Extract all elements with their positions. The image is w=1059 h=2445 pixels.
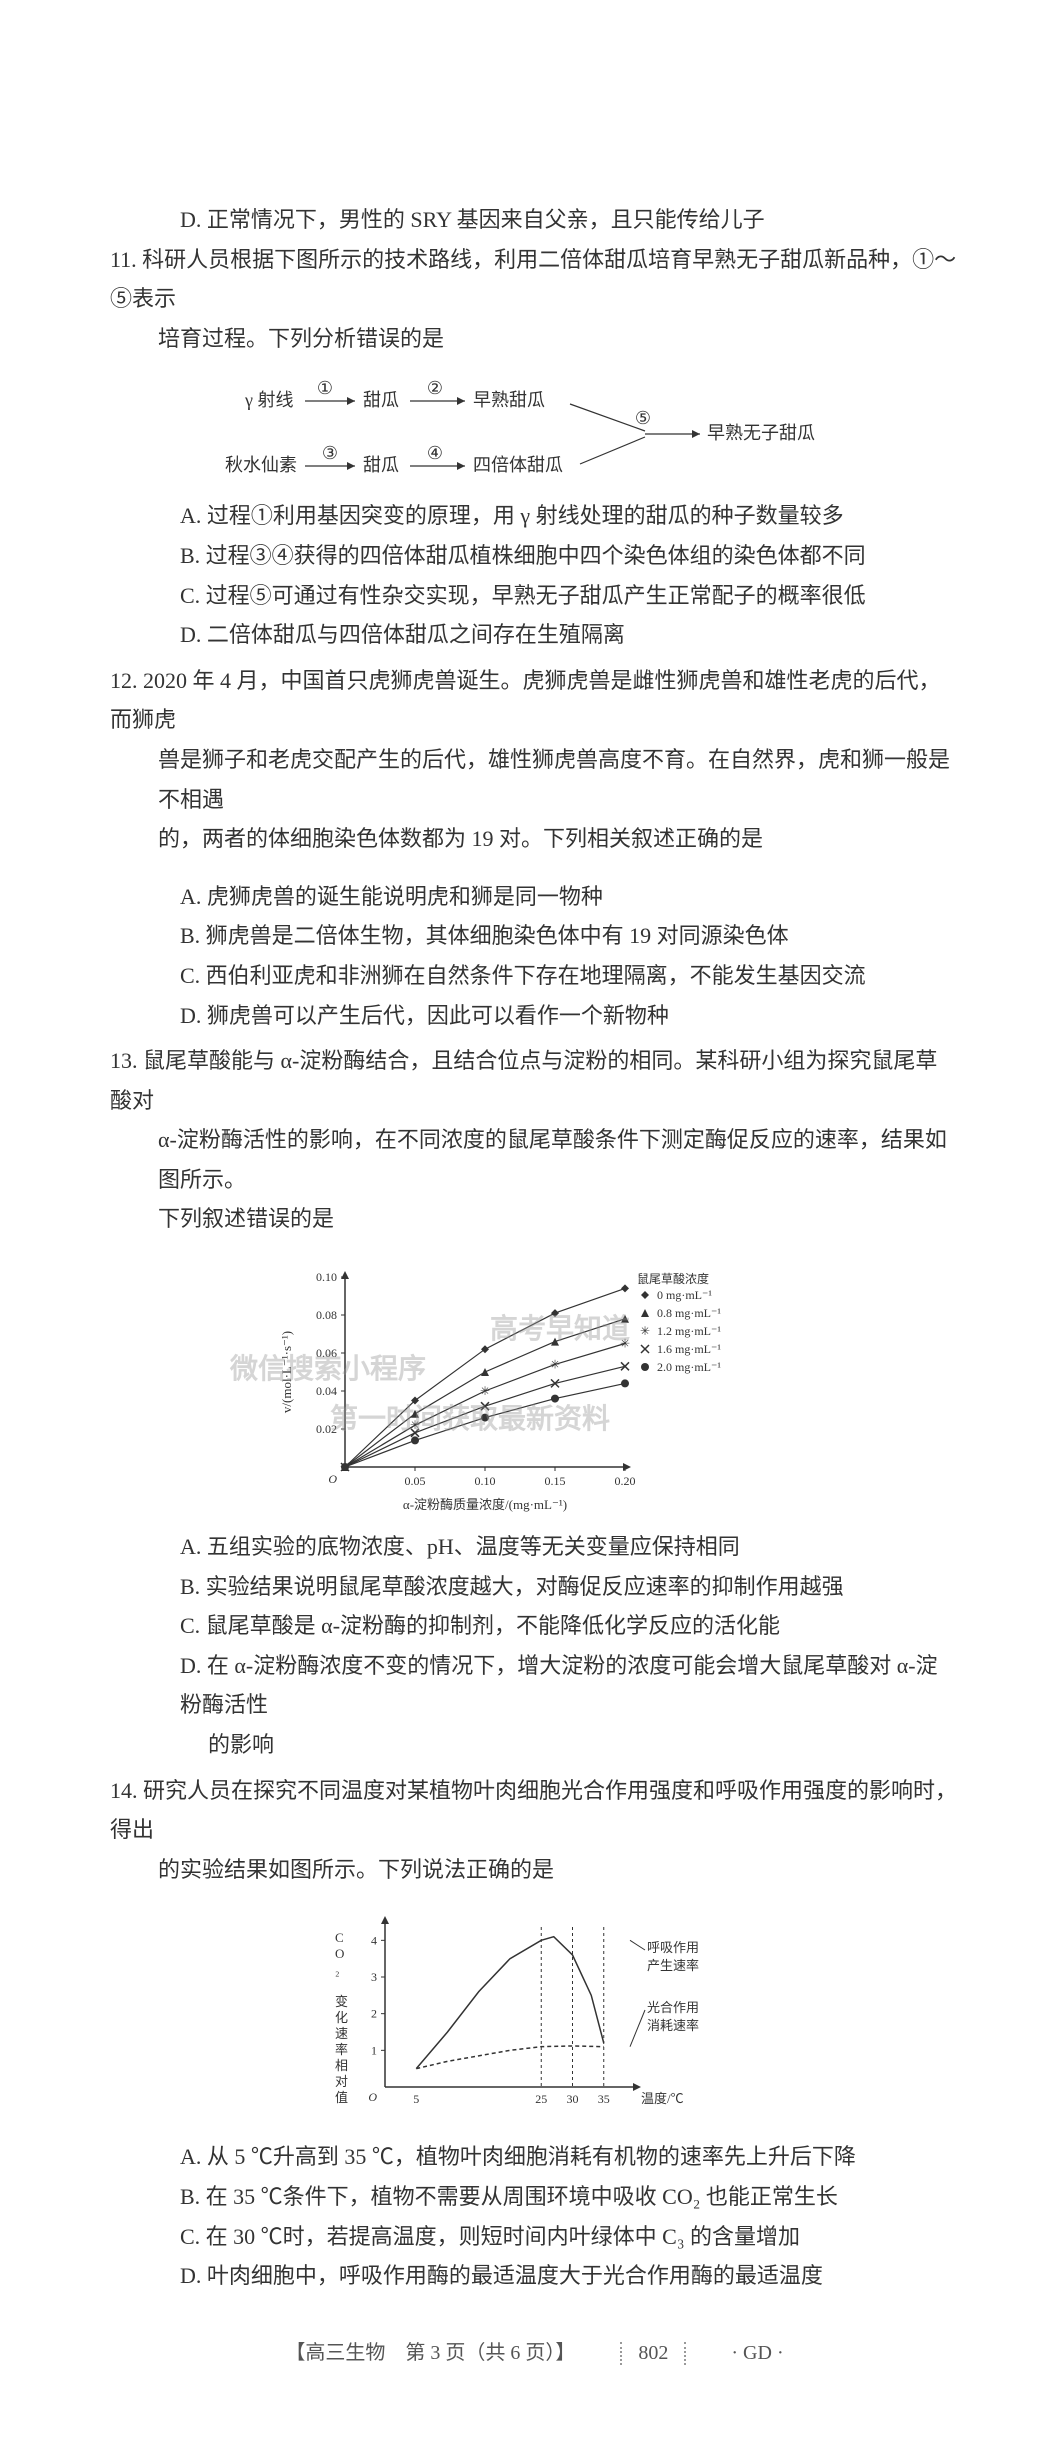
d-gamma: γ 射线 xyxy=(244,390,293,410)
svg-text:相: 相 xyxy=(335,2058,348,2073)
svg-text:鼠尾草酸浓度: 鼠尾草酸浓度 xyxy=(637,1271,709,1286)
svg-text:0.15: 0.15 xyxy=(544,1474,565,1488)
q12-stem3: 的，两者的体细胞染色体数都为 19 对。下列相关叙述正确的是 xyxy=(110,819,959,859)
q11-d: D. 二倍体甜瓜与四倍体甜瓜之间存在生殖隔离 xyxy=(110,615,959,655)
svg-text:值: 值 xyxy=(335,2090,348,2105)
d-result: 早熟无子甜瓜 xyxy=(707,423,815,443)
q14-d: D. 叶肉细胞中，呼吸作用酶的最适温度大于光合作用酶的最适温度 xyxy=(110,2256,959,2296)
svg-text:1.6 mg·mL⁻¹: 1.6 mg·mL⁻¹ xyxy=(657,1342,721,1356)
q13-stem1: 13. 鼠尾草酸能与 α-淀粉酶结合，且结合位点与淀粉的相同。某科研小组为探究鼠… xyxy=(110,1041,959,1120)
q14-b: B. 在 35 ℃条件下，植物不需要从周围环境中吸收 CO₂ 也能正常生长 xyxy=(110,2177,959,2217)
svg-text:产生速率: 产生速率 xyxy=(647,1958,699,1973)
svg-text:变: 变 xyxy=(335,1994,348,2009)
svg-text:₂: ₂ xyxy=(335,1962,340,1977)
q12-a: A. 虎狮虎兽的诞生能说明虎和狮是同一物种 xyxy=(110,877,959,917)
svg-text:✳: ✳ xyxy=(549,1357,559,1371)
svg-text:2.0 mg·mL⁻¹: 2.0 mg·mL⁻¹ xyxy=(657,1360,721,1374)
q13-a: A. 五组实验的底物浓度、pH、温度等无关变量应保持相同 xyxy=(110,1527,959,1567)
footer-exam: 【高三生物 第 3 页（共 6 页）】 xyxy=(285,2336,575,2365)
d-melon2: 甜瓜 xyxy=(363,455,399,475)
q12-stem2: 兽是狮子和老虎交配产生的后代，雄性狮虎兽高度不育。在自然界，虎和狮一般是不相遇 xyxy=(110,740,959,819)
page-footer: 【高三生物 第 3 页（共 6 页）】 802 · GD · xyxy=(110,2336,959,2365)
svg-text:4: 4 xyxy=(371,1934,377,1948)
svg-text:温度/℃: 温度/℃ xyxy=(641,2091,684,2106)
q11-c: C. 过程⑤可通过有性杂交实现，早熟无子甜瓜产生正常配子的概率很低 xyxy=(110,576,959,616)
svg-text:消耗速率: 消耗速率 xyxy=(647,2018,699,2033)
q11-stem1: 11. 科研人员根据下图所示的技术路线，利用二倍体甜瓜培育早熟无子甜瓜新品种，①… xyxy=(110,240,959,319)
q10-option-d: D. 正常情况下，男性的 SRY 基因来自父亲，且只能传给儿子 xyxy=(110,200,959,240)
q14-stem2: 的实验结果如图所示。下列说法正确的是 xyxy=(110,1850,959,1890)
svg-text:光合作用: 光合作用 xyxy=(647,2000,699,2015)
footer-code: 802 xyxy=(620,2342,686,2365)
svg-text:O: O xyxy=(335,1946,344,1961)
svg-text:0.02: 0.02 xyxy=(316,1422,337,1436)
svg-text:0.06: 0.06 xyxy=(316,1346,337,1360)
q11: 11. 科研人员根据下图所示的技术路线，利用二倍体甜瓜培育早熟无子甜瓜新品种，①… xyxy=(110,240,959,359)
svg-text:率: 率 xyxy=(335,2042,348,2057)
svg-text:2: 2 xyxy=(371,2007,377,2021)
q12-stem1: 12. 2020 年 4 月，中国首只虎狮虎兽诞生。虎狮虎兽是雌性狮虎兽和雄性老… xyxy=(110,661,959,740)
footer-right: · GD · xyxy=(731,2342,783,2365)
svg-text:✳: ✳ xyxy=(639,1324,649,1338)
svg-text:0.20: 0.20 xyxy=(614,1474,635,1488)
q12-c: C. 西伯利亚虎和非洲狮在自然条件下存在地理隔离，不能发生基因交流 xyxy=(110,956,959,996)
svg-text:0.04: 0.04 xyxy=(316,1384,337,1398)
d-c5: ⑤ xyxy=(634,408,650,428)
d-c1: ① xyxy=(316,378,332,398)
svg-text:3: 3 xyxy=(371,1970,377,1984)
d-c3: ③ xyxy=(321,443,337,463)
q13-d1: D. 在 α-淀粉酶浓度不变的情况下，增大淀粉的浓度可能会增大鼠尾草酸对 α-淀… xyxy=(110,1646,959,1725)
q12: 12. 2020 年 4 月，中国首只虎狮虎兽诞生。虎狮虎兽是雌性狮虎兽和雄性老… xyxy=(110,661,959,859)
d-c4: ④ xyxy=(426,443,442,463)
svg-text:呼吸作用: 呼吸作用 xyxy=(647,1940,699,1955)
q13-stem2: α-淀粉酶活性的影响，在不同浓度的鼠尾草酸条件下测定酶促反应的速率，结果如图所示… xyxy=(110,1120,959,1199)
svg-text:1.2 mg·mL⁻¹: 1.2 mg·mL⁻¹ xyxy=(657,1324,721,1338)
q13-b: B. 实验结果说明鼠尾草酸浓度越大，对酶促反应速率的抑制作用越强 xyxy=(110,1567,959,1607)
q13-c: C. 鼠尾草酸是 α-淀粉酶的抑制剂，不能降低化学反应的活化能 xyxy=(110,1606,959,1646)
svg-text:0.8 mg·mL⁻¹: 0.8 mg·mL⁻¹ xyxy=(657,1306,721,1320)
svg-text:O: O xyxy=(328,1472,337,1486)
svg-text:C: C xyxy=(335,1930,344,1945)
q13-d2: 的影响 xyxy=(110,1725,959,1765)
svg-text:1: 1 xyxy=(371,2044,377,2058)
svg-text:O: O xyxy=(368,2090,377,2104)
d-qss: 秋水仙素 xyxy=(225,455,297,475)
d-melon1: 甜瓜 xyxy=(363,390,399,410)
q12-d: D. 狮虎兽可以产生后代，因此可以看作一个新物种 xyxy=(110,996,959,1036)
d-tetra: 四倍体甜瓜 xyxy=(473,455,563,475)
svg-text:α-淀粉酶质量浓度/(mg·mL⁻¹): α-淀粉酶质量浓度/(mg·mL⁻¹) xyxy=(402,1497,566,1512)
svg-text:30: 30 xyxy=(566,2092,578,2106)
svg-text:35: 35 xyxy=(597,2092,609,2106)
q14-c: C. 在 30 ℃时，若提高温度，则短时间内叶绿体中 C₃ 的含量增加 xyxy=(110,2217,959,2257)
q14-a: A. 从 5 ℃升高到 35 ℃，植物叶肉细胞消耗有机物的速率先上升后下降 xyxy=(110,2137,959,2177)
svg-text:0.10: 0.10 xyxy=(316,1270,337,1284)
q11-stem2: 培育过程。下列分析错误的是 xyxy=(110,319,959,359)
q11-a: A. 过程①利用基因突变的原理，用 γ 射线处理的甜瓜的种子数量较多 xyxy=(110,496,959,536)
d-c2: ② xyxy=(426,378,442,398)
q11-diagram: γ 射线 ① 甜瓜 ② 早熟甜瓜 秋水仙素 ③ 甜瓜 ④ 四倍体甜瓜 xyxy=(110,376,959,486)
svg-text:✳: ✳ xyxy=(619,1337,629,1351)
svg-text:对: 对 xyxy=(335,2074,348,2089)
d-early: 早熟甜瓜 xyxy=(473,390,545,410)
svg-text:0.08: 0.08 xyxy=(316,1308,337,1322)
q13-chart: 0.05 0.10 0.15 0.20 0.02 0.04 0.06 0.08 0.10 Oα-淀… xyxy=(110,1257,959,1517)
svg-text:速: 速 xyxy=(335,2026,348,2041)
q13-stem3: 下列叙述错误的是 xyxy=(110,1199,959,1239)
svg-text:✳: ✳ xyxy=(479,1384,489,1398)
q11-b: B. 过程③④获得的四倍体甜瓜植株细胞中四个染色体组的染色体都不同 xyxy=(110,536,959,576)
q12-b: B. 狮虎兽是二倍体生物，其体细胞染色体中有 19 对同源染色体 xyxy=(110,916,959,956)
exam-page: D. 正常情况下，男性的 SRY 基因来自父亲，且只能传给儿子 11. 科研人员… xyxy=(0,0,1059,2445)
q14-stem1: 14. 研究人员在探究不同温度对某植物叶肉细胞光合作用强度和呼吸作用强度的影响时… xyxy=(110,1771,959,1850)
q14: 14. 研究人员在探究不同温度对某植物叶肉细胞光合作用强度和呼吸作用强度的影响时… xyxy=(110,1771,959,1890)
svg-text:v/(mol·L⁻¹·s⁻¹): v/(mol·L⁻¹·s⁻¹) xyxy=(279,1331,294,1413)
svg-text:化: 化 xyxy=(335,2010,348,2025)
q13: 13. 鼠尾草酸能与 α-淀粉酶结合，且结合位点与淀粉的相同。某科研小组为探究鼠… xyxy=(110,1041,959,1239)
svg-text:0 mg·mL⁻¹: 0 mg·mL⁻¹ xyxy=(657,1288,712,1302)
svg-text:0.10: 0.10 xyxy=(474,1474,495,1488)
svg-text:5: 5 xyxy=(413,2092,419,2106)
svg-text:0.05: 0.05 xyxy=(404,1474,425,1488)
svg-text:25: 25 xyxy=(535,2092,547,2106)
q14-chart: 52530351234OCO₂ 变化速率相对值温度/℃呼吸作用产生速率光合作用消… xyxy=(110,1907,959,2127)
